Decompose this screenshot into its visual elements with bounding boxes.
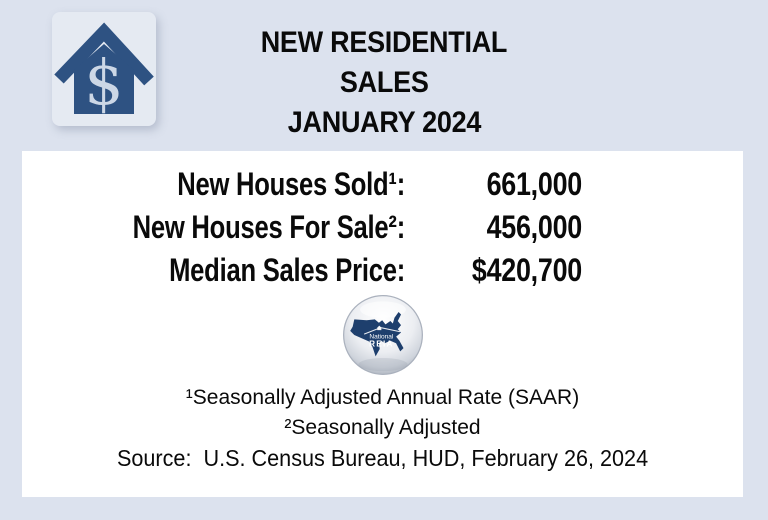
house-body-shape xyxy=(74,44,134,114)
footnote-seasonally-adjusted: ²Seasonally Adjusted xyxy=(284,416,481,439)
stat-value: 456,000 xyxy=(486,209,583,245)
header: $ NEW RESIDENTIAL SALES JANUARY 2024 xyxy=(0,0,768,151)
us-map-silhouette xyxy=(349,312,403,357)
national-reia-logo: National REIA xyxy=(342,295,423,375)
stat-row-median-price: Median Sales Price: $420,700 xyxy=(22,249,743,292)
title-line-3: JANUARY 2024 xyxy=(287,106,481,139)
stat-label: New Houses For Sale²: xyxy=(132,209,406,245)
title-line-2: SALES xyxy=(339,66,429,99)
house-dollar-icon-graphic: $ xyxy=(54,22,154,119)
title-line-1: NEW RESIDENTIAL xyxy=(260,26,508,59)
stat-label: Median Sales Price: xyxy=(169,252,405,288)
dollar-sign-glyph: $ xyxy=(84,46,123,119)
stats-list: New Houses Sold¹: 661,000 New Houses For… xyxy=(22,151,743,292)
stats-card: New Houses Sold¹: 661,000 New Houses For… xyxy=(22,151,743,497)
logo-text-reia: REIA xyxy=(369,339,393,348)
logo-container: National REIA xyxy=(22,294,743,376)
globe-bottom-shade xyxy=(357,357,408,372)
footnotes: ¹Seasonally Adjusted Annual Rate (SAAR) … xyxy=(22,383,743,473)
small-house-graphic xyxy=(376,325,381,331)
stat-row-houses-sold: New Houses Sold¹: 661,000 xyxy=(22,163,743,206)
stat-row-houses-for-sale: New Houses For Sale²: 456,000 xyxy=(22,206,743,249)
page-title: NEW RESIDENTIAL SALES JANUARY 2024 xyxy=(0,0,768,143)
stat-value: $420,700 xyxy=(471,252,582,288)
stat-label: New Houses Sold¹: xyxy=(177,166,405,202)
globe-gloss-highlight xyxy=(359,301,406,318)
house-dollar-icon: $ xyxy=(52,12,156,126)
stat-value: 661,000 xyxy=(486,166,583,202)
logo-text-national: National xyxy=(369,333,394,340)
roof-shape xyxy=(54,22,154,86)
footnote-saar: ¹Seasonally Adjusted Annual Rate (SAAR) xyxy=(185,386,580,409)
source-line: Source: U.S. Census Bureau, HUD, Februar… xyxy=(116,445,649,471)
